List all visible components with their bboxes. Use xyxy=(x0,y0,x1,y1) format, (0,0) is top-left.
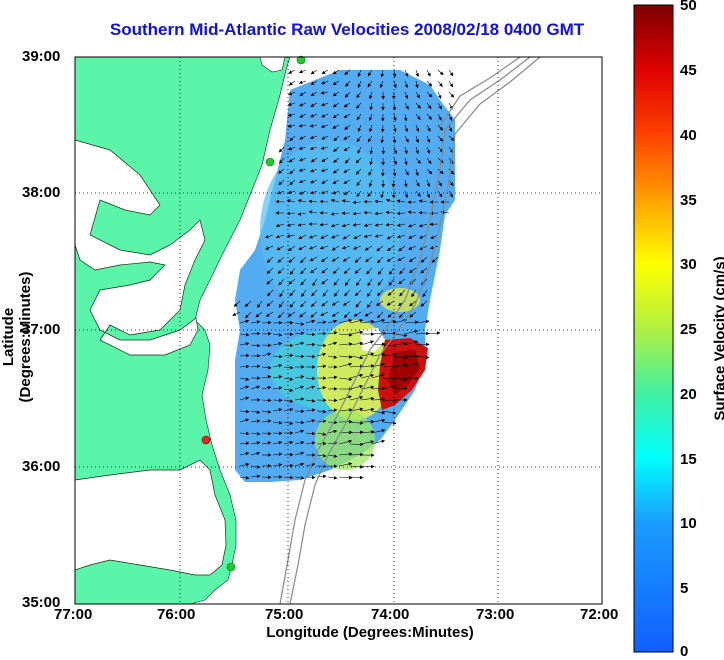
cb-tick-10: 10 xyxy=(680,515,697,532)
cb-tick-35: 35 xyxy=(680,192,697,209)
x-tick-2: 75:00 xyxy=(265,606,303,623)
sound-water xyxy=(75,460,226,575)
x-tick-3: 74:00 xyxy=(371,606,409,623)
colorbar-label: Surface Velocity (cm/s) xyxy=(712,239,724,439)
station-mid xyxy=(266,158,274,166)
y-axis-label: Latitude (Degrees:Minutes) xyxy=(0,242,34,432)
y-tick-0: 39:00 xyxy=(22,48,60,65)
cb-tick-15: 15 xyxy=(680,451,697,468)
x-axis-label: Longitude (Degrees:Minutes) xyxy=(160,624,580,641)
y-tick-3: 36:00 xyxy=(22,458,60,475)
cb-tick-25: 25 xyxy=(680,321,697,338)
y-tick-1: 38:00 xyxy=(22,184,60,201)
station-red xyxy=(202,436,210,444)
station-south xyxy=(227,563,235,571)
x-tick-4: 73:00 xyxy=(476,606,514,623)
cb-tick-50: 50 xyxy=(680,0,697,14)
cb-tick-0: 0 xyxy=(680,643,688,660)
cyan-region xyxy=(260,140,400,320)
colorbar xyxy=(634,5,673,652)
cb-tick-30: 30 xyxy=(680,256,697,273)
cb-tick-20: 20 xyxy=(680,386,697,403)
x-tick-5: 72:00 xyxy=(580,606,618,623)
x-tick-1: 76:00 xyxy=(157,606,195,623)
y-tick-4: 35:00 xyxy=(22,594,60,611)
cb-tick-5: 5 xyxy=(680,580,688,597)
cb-tick-45: 45 xyxy=(680,62,697,79)
cb-tick-40: 40 xyxy=(680,127,697,144)
